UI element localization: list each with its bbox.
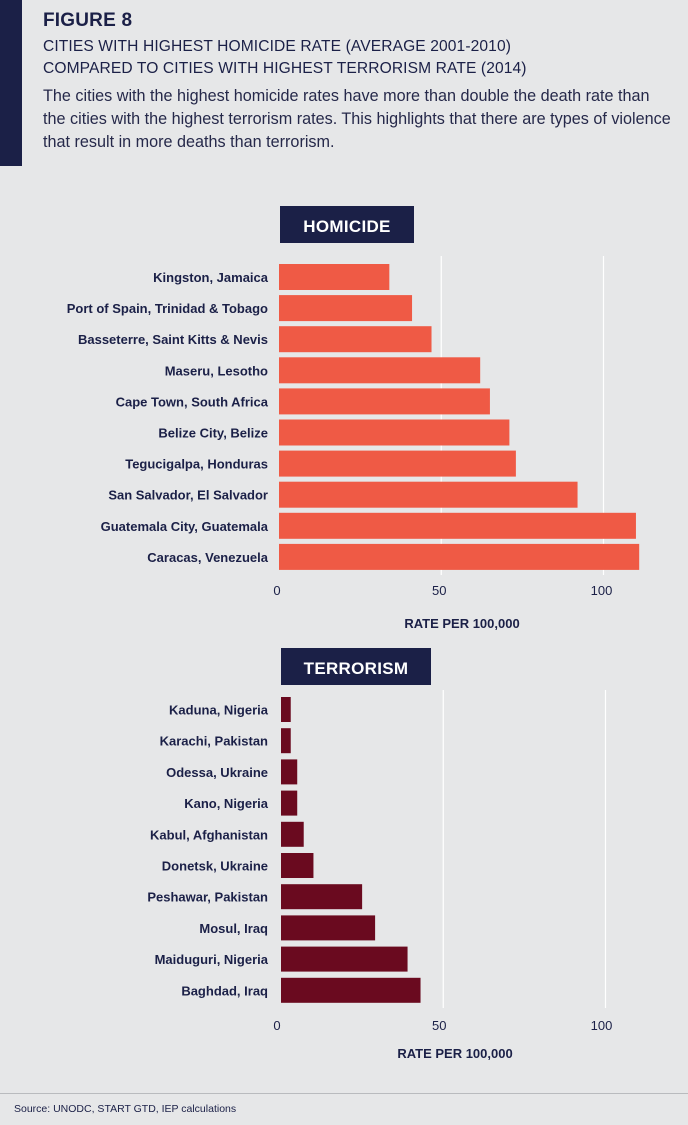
homicide-category-label: Caracas, Venezuela bbox=[147, 550, 268, 565]
homicide-bar bbox=[279, 295, 413, 322]
homicide-bar bbox=[279, 357, 481, 384]
homicide-bar bbox=[279, 326, 432, 353]
homicide-tick-label: 0 bbox=[273, 583, 280, 598]
terrorism-category-label: Donetsk, Ukraine bbox=[162, 859, 268, 874]
homicide-bar bbox=[279, 264, 390, 290]
figure-title-line-1: CITIES WITH HIGHEST HOMICIDE RATE (AVERA… bbox=[43, 38, 512, 55]
homicide-category-label: Basseterre, Saint Kitts & Nevis bbox=[78, 332, 268, 347]
terrorism-tick-label: 50 bbox=[432, 1018, 446, 1033]
terrorism-bar bbox=[281, 915, 376, 941]
terrorism-title-box bbox=[281, 648, 431, 685]
terrorism-tick-label: 0 bbox=[273, 1018, 280, 1033]
homicide-category-label: San Salvador, El Salvador bbox=[108, 488, 268, 503]
terrorism-category-label: Baghdad, Iraq bbox=[181, 983, 268, 998]
homicide-category-label: Belize City, Belize bbox=[158, 426, 268, 441]
figure-title: CITIES WITH HIGHEST HOMICIDE RATE (AVERA… bbox=[43, 36, 673, 80]
terrorism-bar bbox=[281, 977, 421, 1003]
homicide-bar bbox=[279, 481, 578, 508]
terrorism-category-label: Karachi, Pakistan bbox=[160, 734, 268, 749]
terrorism-bar bbox=[281, 790, 298, 816]
homicide-tick-label: 100 bbox=[591, 583, 613, 598]
figure-header: FIGURE 8 CITIES WITH HIGHEST HOMICIDE RA… bbox=[43, 10, 673, 154]
homicide-bar bbox=[279, 450, 516, 477]
terrorism-chart-title: TERRORISM bbox=[304, 659, 409, 678]
figure-label: FIGURE 8 bbox=[43, 10, 133, 31]
terrorism-bar bbox=[281, 821, 304, 847]
terrorism-tick-label: 100 bbox=[591, 1018, 613, 1033]
terrorism-bar bbox=[281, 946, 408, 972]
terrorism-bar bbox=[281, 728, 291, 754]
terrorism-category-label: Kabul, Afghanistan bbox=[150, 827, 268, 842]
accent-bar bbox=[0, 0, 22, 166]
homicide-x-axis-label: RATE PER 100,000 bbox=[404, 616, 519, 631]
homicide-tick-label: 50 bbox=[432, 583, 446, 598]
homicide-chart-title: HOMICIDE bbox=[303, 217, 390, 236]
homicide-bar bbox=[279, 419, 510, 446]
footer-divider bbox=[0, 1093, 688, 1094]
source-note: Source: UNODC, START GTD, IEP calculatio… bbox=[14, 1103, 237, 1115]
terrorism-category-label: Kano, Nigeria bbox=[184, 796, 269, 811]
homicide-category-label: Guatemala City, Guatemala bbox=[101, 519, 269, 534]
terrorism-category-label: Odessa, Ukraine bbox=[166, 765, 268, 780]
terrorism-category-label: Peshawar, Pakistan bbox=[147, 890, 268, 905]
terrorism-x-axis-label: RATE PER 100,000 bbox=[397, 1046, 512, 1061]
terrorism-chart: TERRORISM Kaduna, Nigeria Karachi, Pakista… bbox=[147, 648, 612, 1061]
terrorism-bar bbox=[281, 697, 291, 722]
terrorism-bar bbox=[281, 759, 298, 785]
terrorism-category-label: Mosul, Iraq bbox=[199, 921, 268, 936]
homicide-category-label: Cape Town, South Africa bbox=[116, 394, 269, 409]
figure-description: The cities with the highest homicide rat… bbox=[43, 87, 671, 151]
homicide-category-label: Port of Spain, Trinidad & Tobago bbox=[67, 301, 268, 316]
terrorism-bar bbox=[281, 884, 363, 910]
homicide-bar bbox=[279, 543, 640, 570]
homicide-bar bbox=[279, 388, 490, 415]
homicide-title-box bbox=[280, 206, 414, 243]
terrorism-category-label: Maiduguri, Nigeria bbox=[155, 952, 269, 967]
terrorism-bar bbox=[281, 853, 314, 878]
bar-charts: HOMICIDE Kingston, Jamaica Port of Spain, … bbox=[67, 206, 640, 1061]
homicide-category-label: Kingston, Jamaica bbox=[153, 270, 269, 285]
homicide-category-label: Maseru, Lesotho bbox=[165, 363, 268, 378]
terrorism-category-label: Kaduna, Nigeria bbox=[169, 703, 269, 718]
homicide-bar bbox=[279, 512, 636, 539]
figure-title-line-2: COMPARED TO CITIES WITH HIGHEST TERRORIS… bbox=[43, 60, 527, 77]
homicide-category-label: Tegucigalpa, Honduras bbox=[125, 457, 268, 472]
homicide-chart: HOMICIDE Kingston, Jamaica Port of Spain, … bbox=[67, 206, 640, 631]
